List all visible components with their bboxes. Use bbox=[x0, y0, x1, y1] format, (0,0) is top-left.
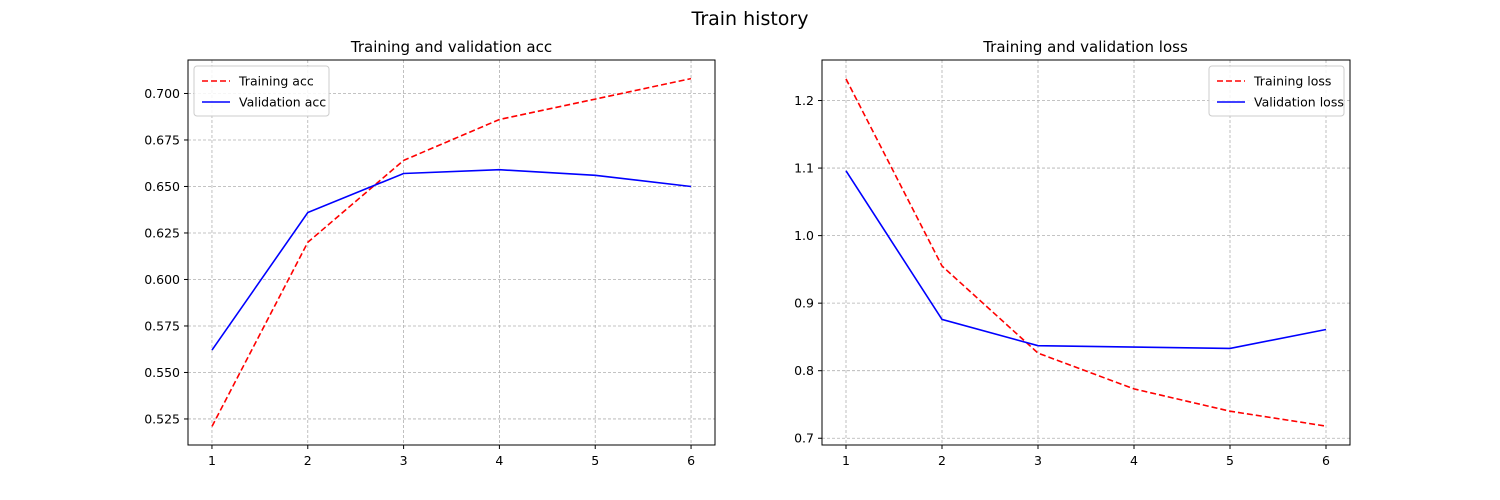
loss-ytick-label: 0.8 bbox=[794, 363, 814, 378]
acc-xtick-label: 5 bbox=[591, 453, 599, 468]
acc-xtick-label: 6 bbox=[687, 453, 695, 468]
loss-chart-panel: Training and validation loss 1 2 3 4 5 6 0.7 0.… bbox=[794, 38, 1351, 468]
loss-axes-frame bbox=[821, 59, 1351, 446]
loss-legend: Training loss Validation loss bbox=[1208, 65, 1345, 117]
acc-xtick-label: 3 bbox=[400, 453, 408, 468]
acc-ytick-label: 0.625 bbox=[144, 225, 180, 240]
loss-series-validation-line bbox=[845, 170, 1327, 350]
loss-legend-label: Validation loss bbox=[1254, 95, 1344, 110]
acc-legend: Training acc Validation acc bbox=[193, 65, 330, 117]
figure-suptitle: Train history bbox=[691, 8, 809, 30]
loss-xtick-label: 3 bbox=[1034, 453, 1042, 468]
acc-ytick-label: 0.675 bbox=[144, 132, 180, 147]
loss-ytick-label: 1.0 bbox=[794, 228, 814, 243]
acc-ytick-label: 0.575 bbox=[144, 318, 180, 333]
acc-ytick-label: 0.525 bbox=[144, 411, 180, 426]
acc-legend-label: Validation acc bbox=[239, 95, 326, 110]
acc-xtick-label: 4 bbox=[495, 453, 503, 468]
loss-xtick-label: 6 bbox=[1322, 453, 1330, 468]
loss-grid bbox=[822, 60, 1350, 445]
acc-xtick-label: 2 bbox=[304, 453, 312, 468]
acc-ytick-label: 0.650 bbox=[144, 179, 180, 194]
loss-xtick-label: 2 bbox=[938, 453, 946, 468]
acc-ytick-label: 0.600 bbox=[144, 272, 180, 287]
loss-ytick-label: 1.1 bbox=[794, 161, 814, 176]
loss-xtick-label: 1 bbox=[842, 453, 850, 468]
acc-legend-box bbox=[193, 65, 330, 117]
acc-ytick-label: 0.700 bbox=[144, 86, 180, 101]
loss-legend-label: Training loss bbox=[1253, 74, 1331, 89]
loss-xtick-label: 5 bbox=[1226, 453, 1234, 468]
acc-xtick-label: 1 bbox=[208, 453, 216, 468]
loss-series-training-line bbox=[845, 78, 1327, 427]
acc-chart-title: Training and validation acc bbox=[350, 38, 552, 56]
acc-series-validation-line bbox=[211, 168, 692, 351]
loss-legend-box bbox=[1208, 65, 1345, 117]
loss-xtick-label: 4 bbox=[1130, 453, 1138, 468]
loss-ytick-label: 0.7 bbox=[794, 431, 814, 446]
loss-ytick-label: 0.9 bbox=[794, 296, 814, 311]
acc-chart-panel: Training and validation acc 1 2 3 4 5 6 0.525 0… bbox=[144, 38, 716, 468]
acc-series-training-line bbox=[211, 77, 692, 427]
acc-axes-frame bbox=[187, 59, 716, 446]
loss-chart-title: Training and validation loss bbox=[982, 38, 1188, 56]
acc-ytick-label: 0.550 bbox=[144, 365, 180, 380]
acc-legend-label: Training acc bbox=[238, 74, 314, 89]
acc-grid bbox=[188, 60, 715, 445]
loss-ytick-label: 1.2 bbox=[794, 93, 814, 108]
